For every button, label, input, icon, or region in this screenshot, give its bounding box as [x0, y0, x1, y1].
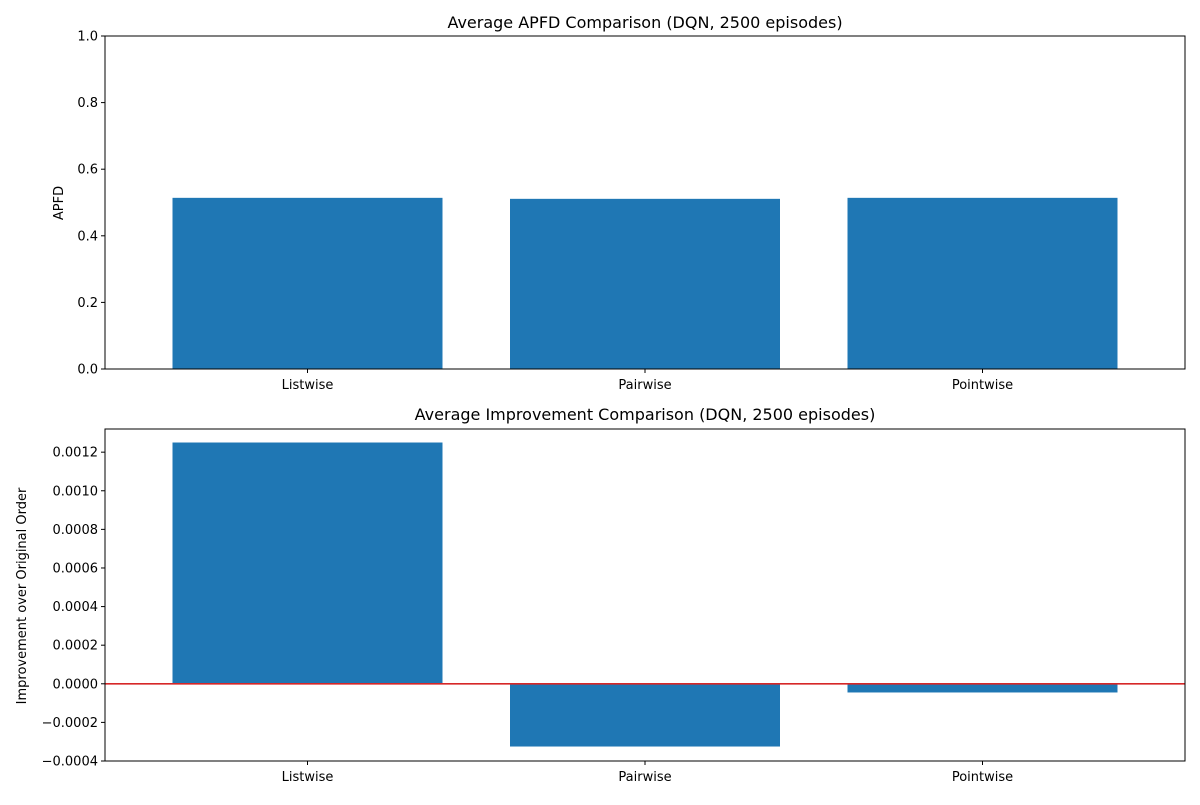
y-tick-label: 0.0006: [53, 561, 99, 576]
x-tick-label: Listwise: [282, 378, 334, 393]
y-tick-label: 0.0008: [53, 523, 99, 538]
y-ticks: 0.0 0.2 0.4 0.6 0.8 1.0: [77, 30, 105, 378]
bar-listwise: [172, 197, 443, 369]
y-tick-label: −0.0004: [42, 755, 98, 770]
y-tick-label: 0.2: [77, 296, 98, 311]
improvement-chart: Average Improvement Comparison (DQN, 250…: [15, 405, 1186, 785]
y-axis-label: Improvement over Original Order: [15, 487, 30, 704]
x-tick-label: Pairwise: [618, 770, 671, 785]
bar-listwise: [172, 442, 443, 684]
y-tick-label: 0.6: [77, 163, 98, 178]
y-tick-label: 0.0010: [53, 484, 99, 499]
y-tick-label: 0.0000: [53, 677, 99, 692]
bar-group: [172, 442, 1118, 747]
bar-pairwise: [510, 683, 780, 747]
y-tick-label: 0.0002: [53, 639, 99, 654]
x-ticks: Listwise Pairwise Pointwise: [282, 369, 1013, 393]
y-tick-label: 0.0004: [53, 600, 99, 615]
chart-title: Average Improvement Comparison (DQN, 250…: [415, 405, 876, 424]
x-ticks: Listwise Pairwise Pointwise: [282, 761, 1013, 785]
plot-frame: [104, 35, 1186, 370]
x-tick-label: Listwise: [282, 770, 334, 785]
bar-pointwise: [847, 197, 1118, 369]
bar-group: [172, 197, 1118, 369]
chart-title: Average APFD Comparison (DQN, 2500 episo…: [447, 13, 842, 32]
y-tick-label: 0.8: [77, 96, 98, 111]
bar-pairwise: [510, 198, 780, 369]
y-tick-label: 1.0: [77, 30, 98, 45]
y-tick-label: 0.0012: [53, 446, 99, 461]
y-tick-label: −0.0002: [42, 716, 98, 731]
x-tick-label: Pointwise: [952, 378, 1013, 393]
x-tick-label: Pairwise: [618, 378, 671, 393]
x-tick-label: Pointwise: [952, 770, 1013, 785]
y-ticks: −0.0004 −0.0002 0.0000 0.0002 0.0004 0.0006 0.…: [42, 446, 105, 770]
plot-frame: [104, 428, 1186, 762]
bar-pointwise: [847, 683, 1118, 693]
y-tick-label: 0.4: [77, 229, 98, 244]
y-tick-label: 0.0: [77, 363, 98, 378]
y-axis-label: APFD: [52, 186, 67, 220]
apfd-chart: Average APFD Comparison (DQN, 2500 episo…: [52, 13, 1186, 393]
